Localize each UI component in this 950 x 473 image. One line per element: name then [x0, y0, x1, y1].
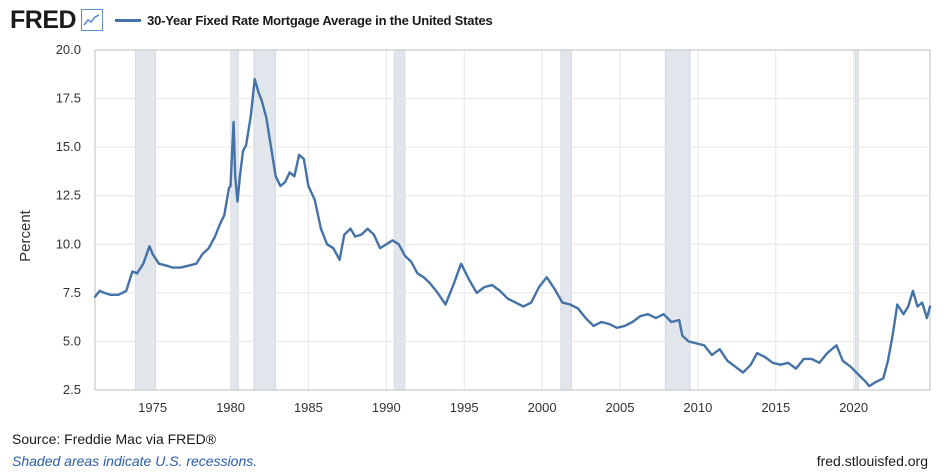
axes-group	[94, 49, 931, 391]
recession-band	[230, 49, 239, 391]
x-tick-label: 2020	[839, 400, 868, 415]
x-tick-label: 1995	[450, 400, 479, 415]
x-tick-label: 1990	[372, 400, 401, 415]
recession-band	[393, 49, 406, 391]
series-group	[93, 77, 932, 388]
y-tick-label: 20.0	[56, 42, 81, 57]
x-tick-label: 1980	[216, 400, 245, 415]
plot-frame	[94, 49, 931, 391]
legend-label: 30-Year Fixed Rate Mortgage Average in t…	[147, 12, 493, 28]
series-line	[93, 77, 932, 388]
recession-shading-group	[135, 49, 859, 391]
x-tick-labels: 1975 1980 1985 1990 1995 2000 2005 2010 2015 2020	[138, 400, 868, 415]
recession-band	[664, 49, 691, 391]
y-tick-label: 15.0	[56, 139, 81, 154]
fred-logo[interactable]: FRED	[10, 5, 77, 34]
x-tick-label: 1975	[138, 400, 167, 415]
source-text: Source: Freddie Mac via FRED®	[12, 431, 217, 447]
legend-swatch	[115, 18, 142, 22]
gridlines-group	[95, 49, 930, 391]
x-tick-label: 1985	[294, 400, 323, 415]
chart-legend: 30-Year Fixed Rate Mortgage Average in t…	[115, 12, 493, 28]
chart-header: FRED 30-Year Fixed Rate Mortgage Average…	[10, 6, 493, 34]
recession-note: Shaded areas indicate U.S. recessions.	[12, 453, 258, 469]
y-tick-label: 10.0	[56, 236, 81, 251]
y-tick-label: 7.5	[63, 285, 81, 300]
x-tick-label: 2005	[606, 400, 635, 415]
y-axis-label: Percent	[17, 209, 34, 262]
recession-band	[560, 49, 572, 391]
site-link[interactable]: fred.stlouisfed.org	[816, 453, 928, 469]
line-graph-icon	[81, 9, 104, 31]
y-tick-labels: 2.5 5.0 7.5 10.0 12.5 15.0 17.5 20.0	[56, 42, 81, 397]
recession-band	[253, 49, 277, 391]
x-tick-label: 2000	[528, 400, 557, 415]
x-tick-label: 2010	[683, 400, 712, 415]
x-tick-label: 2015	[761, 400, 790, 415]
y-tick-label: 5.0	[63, 333, 81, 348]
y-tick-label: 12.5	[56, 188, 81, 203]
y-tick-label: 17.5	[56, 91, 81, 106]
y-tick-label: 2.5	[63, 382, 81, 397]
recession-band	[854, 49, 859, 391]
